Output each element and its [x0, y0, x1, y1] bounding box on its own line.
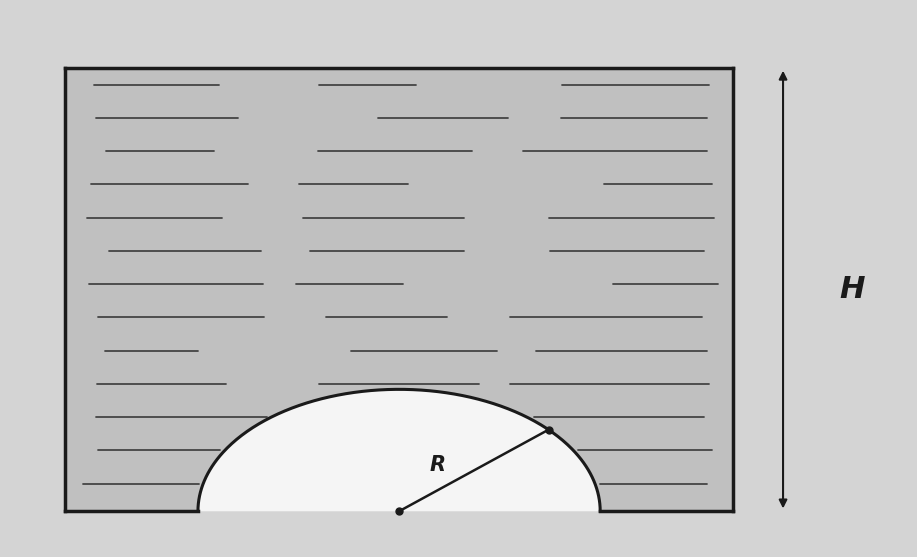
Polygon shape: [198, 389, 601, 511]
Text: H: H: [839, 275, 865, 304]
Polygon shape: [65, 68, 733, 511]
Text: R: R: [429, 455, 446, 475]
